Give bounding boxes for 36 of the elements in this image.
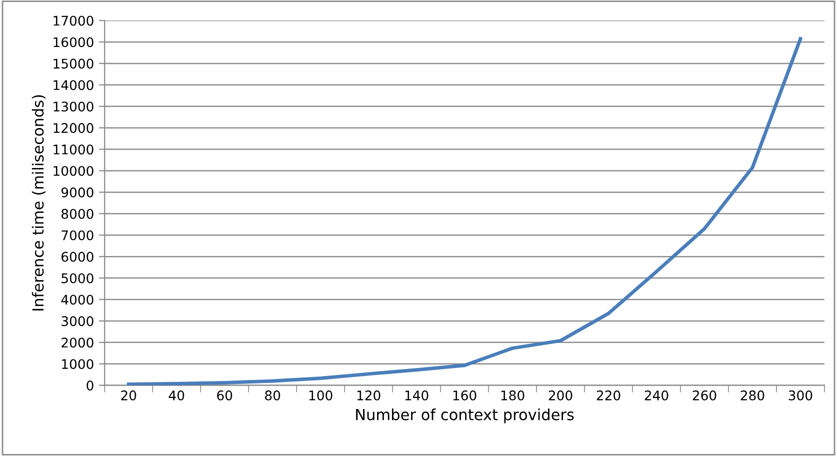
x-tick-label: 280	[740, 390, 764, 400]
y-tick-label: 11000	[54, 144, 94, 154]
line-series	[126, 37, 802, 386]
x-tick-label: 260	[692, 390, 716, 400]
y-tick-label: 9000	[61, 187, 94, 198]
y-tick-label: 7000	[62, 230, 94, 240]
x-tick-label: 160	[453, 390, 476, 400]
y-tick-label: 14000	[54, 80, 94, 90]
x-tick-label: 40	[168, 390, 184, 400]
y-tick-label: 12000	[54, 123, 94, 134]
y-tick-label: 2000	[62, 338, 94, 348]
y-tick-label: 1000	[62, 359, 94, 370]
y-tick-label: 6000	[62, 252, 94, 262]
x-tick-label: 200	[548, 390, 572, 400]
y-tick-label: 3000	[62, 316, 94, 326]
x-tick-label: 300	[788, 390, 812, 400]
y-tick-label: 4000	[61, 294, 94, 305]
x-tick-label: 20	[121, 390, 136, 400]
x-tick-label: 140	[405, 390, 428, 400]
x-tick-label: 180	[501, 390, 524, 400]
y-tick-label: 5000	[62, 273, 94, 284]
y-tick-label: 8000	[62, 208, 94, 219]
x-tick-label: 100	[309, 390, 332, 400]
x-tick-label: 120	[357, 390, 380, 400]
y-tick-label: 13000	[54, 102, 94, 112]
x-tick-label: 240	[644, 390, 668, 400]
x-tick-label: 60	[217, 390, 232, 400]
y-tick-label: 16000	[54, 37, 94, 48]
y-tick-label: 15000	[54, 58, 94, 69]
y-axis-title: Inference time (miliseconds)	[32, 95, 46, 310]
x-tick-label: 220	[596, 390, 620, 400]
x-axis-title: Number of context providers	[356, 408, 574, 424]
x-tick-label: 80	[265, 390, 280, 400]
y-tick-label: 10000	[54, 166, 94, 176]
y-tick-label: 0	[86, 380, 94, 391]
y-tick-label: 17000	[54, 16, 94, 26]
